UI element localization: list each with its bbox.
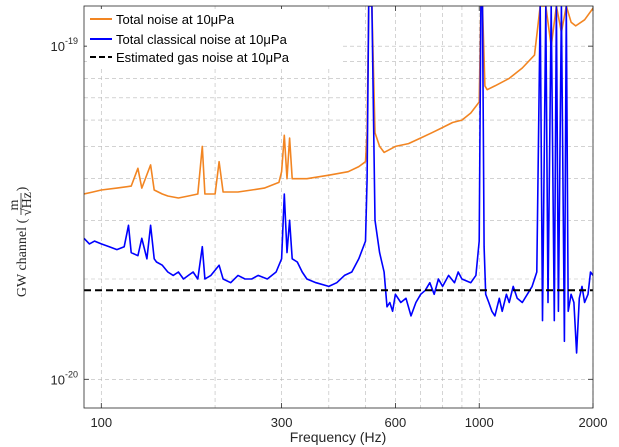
legend-entry-gas-noise: Estimated gas noise at 10μPa: [90, 50, 290, 65]
legend: Total noise at 10μPa Total classical noi…: [87, 9, 342, 67]
legend-entry-classical-noise: Total classical noise at 10μPa: [90, 32, 288, 47]
legend-label-classical-noise: Total classical noise at 10μPa: [116, 32, 288, 47]
x-tick-label: 300: [271, 415, 293, 430]
data-series: [84, 6, 593, 354]
legend-background: [87, 9, 342, 67]
y-tick-label: 10-20: [51, 369, 78, 387]
y-axis-title: GW channel ( m √Hz ): [7, 186, 35, 297]
series-line-classical-noise: [84, 6, 593, 354]
y-axis-unit-numerator: m: [7, 199, 22, 210]
plot-area-background: [84, 6, 593, 408]
y-axis-unit-denominator: √Hz: [20, 192, 35, 216]
y-axis-paren-open: (: [15, 218, 30, 223]
legend-label-total-noise: Total noise at 10μPa: [116, 12, 235, 27]
x-tick-label: 600: [385, 415, 407, 430]
x-tick-label: 1000: [465, 415, 494, 430]
y-axis-label: GW channel: [15, 227, 30, 297]
y-tick-label: 10-19: [51, 36, 78, 54]
plot-frame: [83, 5, 594, 409]
legend-label-gas-noise: Estimated gas noise at 10μPa: [116, 50, 290, 65]
x-axis-label: Frequency (Hz): [290, 429, 386, 445]
legend-entry-total-noise: Total noise at 10μPa: [90, 12, 235, 27]
x-tick-label: 2000: [579, 415, 608, 430]
x-tick-label: 100: [90, 415, 112, 430]
y-axis-paren-close: ): [15, 186, 30, 191]
x-axis-title: Frequency (Hz): [290, 429, 386, 445]
